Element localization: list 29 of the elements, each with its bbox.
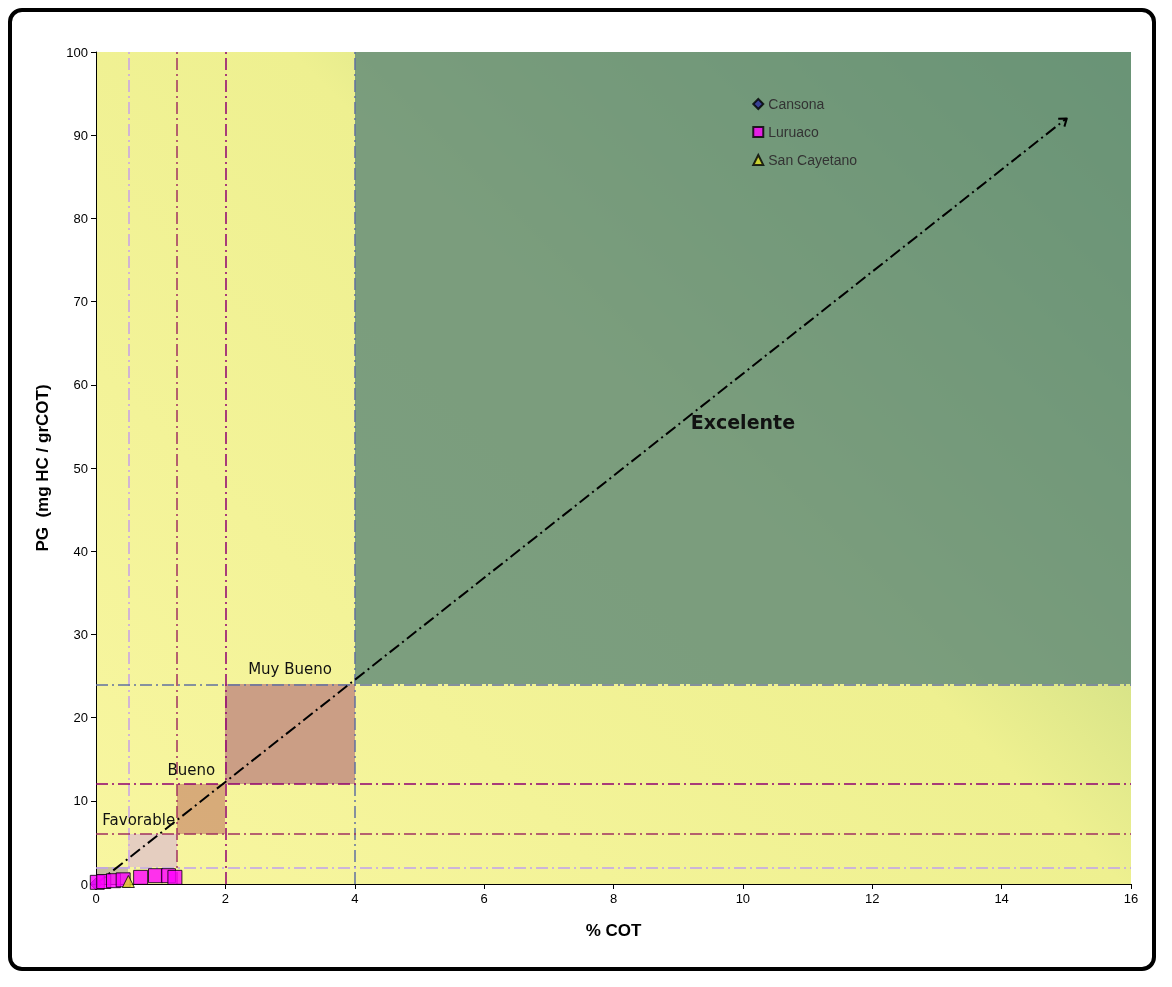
y-tick-label: 30 <box>73 626 88 642</box>
y-tick-label: 70 <box>73 294 88 310</box>
y-tick-label: 0 <box>80 876 88 892</box>
annotation: Bueno <box>167 760 216 781</box>
y-tick-label: 40 <box>73 543 88 559</box>
y-tick-label: 80 <box>73 210 88 226</box>
y-tick-label: 60 <box>73 377 88 393</box>
x-tick-label: 10 <box>735 891 751 906</box>
legend-label: San Cayetano <box>768 152 858 168</box>
x-tick-label: 6 <box>480 891 488 906</box>
x-tick-label: 8 <box>609 891 618 906</box>
annotation: Favorable <box>102 810 176 831</box>
y-tick-label: 90 <box>73 127 88 143</box>
annotation: Muy Bueno <box>248 659 332 680</box>
y-tick-label: 10 <box>73 793 88 809</box>
annotation: Excelente <box>690 411 796 434</box>
x-tick-label: 4 <box>351 891 359 906</box>
y-axis-title: PG (mg HC / grCOT) <box>33 384 52 552</box>
y-tick-label: 100 <box>66 44 88 60</box>
legend-label: Cansona <box>768 96 825 112</box>
y-tick-label: 20 <box>73 710 88 726</box>
x-tick-label: 16 <box>1123 891 1139 906</box>
legend-label: Luruaco <box>768 124 820 140</box>
x-tick-label: 14 <box>994 891 1009 906</box>
x-tick-label: 2 <box>221 891 229 906</box>
x-tick-label: 0 <box>92 891 100 906</box>
x-axis-title: % COT <box>585 921 642 940</box>
y-tick-label: 50 <box>73 460 88 476</box>
x-tick-label: 12 <box>865 891 880 906</box>
